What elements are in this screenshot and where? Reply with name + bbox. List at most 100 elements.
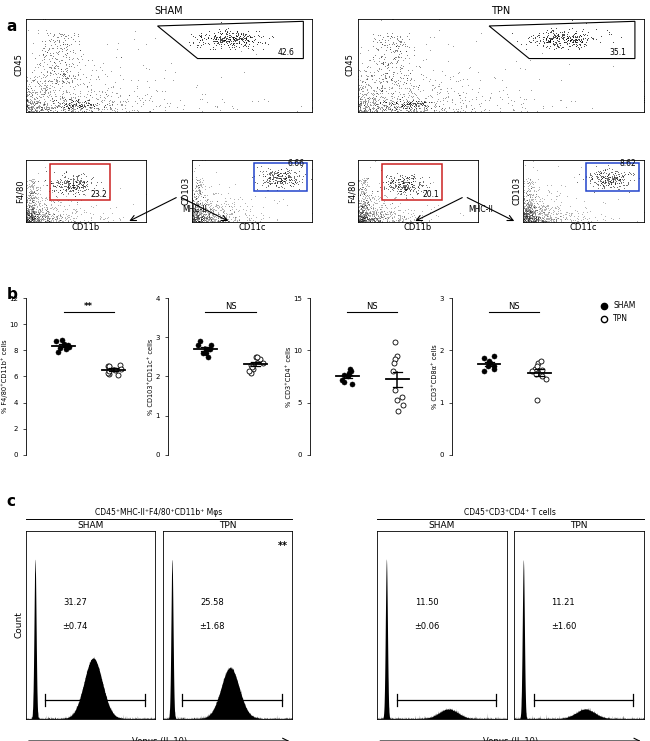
Point [45, 104, 55, 116]
Point [265, 170, 276, 182]
Point [64, 175, 75, 187]
Point [53, 31, 63, 43]
Point [214, 36, 225, 47]
Point [356, 189, 366, 201]
Point [70, 175, 81, 187]
Point [296, 160, 307, 172]
Point [192, 203, 202, 215]
Point [187, 206, 198, 218]
Point [565, 32, 575, 44]
Point [403, 98, 413, 110]
Point [599, 182, 609, 193]
Point [259, 93, 269, 105]
Point [551, 216, 562, 227]
Point [192, 198, 202, 210]
Point [29, 173, 40, 185]
Point [538, 215, 548, 227]
Point [527, 212, 538, 224]
Point [386, 103, 396, 115]
Point [26, 101, 36, 113]
Point [201, 213, 211, 225]
Point [598, 176, 608, 188]
Point [604, 27, 614, 39]
Point [278, 167, 288, 179]
Point [209, 29, 220, 41]
Point [623, 168, 633, 180]
Point [421, 182, 432, 193]
Point [198, 214, 209, 226]
Point [49, 166, 59, 178]
Point [521, 43, 532, 55]
Point [363, 205, 373, 216]
Point [36, 102, 47, 113]
Point [365, 202, 376, 214]
Point [606, 174, 616, 186]
Point [359, 65, 370, 77]
Point [391, 174, 402, 186]
Point [203, 211, 213, 223]
Point [193, 190, 203, 202]
Point [364, 54, 374, 66]
Point [72, 73, 82, 85]
Point [371, 153, 382, 165]
Point [526, 212, 536, 224]
Point [202, 190, 212, 202]
Point [367, 92, 377, 104]
Point [71, 175, 81, 187]
Point [524, 205, 534, 216]
Point [68, 46, 78, 58]
Point [49, 202, 59, 214]
Point [103, 360, 114, 372]
Point [526, 215, 537, 227]
Point [193, 339, 203, 351]
Point [144, 105, 154, 117]
Point [65, 213, 75, 225]
Point [49, 38, 60, 50]
Point [402, 40, 412, 52]
Point [208, 187, 218, 199]
Point [23, 99, 33, 111]
Point [455, 92, 465, 104]
Point [99, 103, 109, 115]
Point [26, 210, 36, 222]
Point [93, 103, 103, 115]
Point [356, 210, 367, 222]
Point [389, 101, 400, 113]
Point [198, 199, 209, 210]
Point [38, 82, 48, 94]
Point [616, 176, 627, 187]
Point [540, 203, 550, 215]
Point [528, 161, 538, 173]
Point [192, 39, 202, 50]
Point [515, 104, 526, 116]
Point [358, 75, 369, 87]
Point [368, 202, 378, 214]
Point [205, 195, 215, 207]
Point [42, 204, 52, 216]
Point [285, 173, 296, 185]
Point [29, 206, 39, 218]
Point [411, 186, 421, 198]
Point [69, 215, 79, 227]
Point [57, 28, 67, 40]
Point [29, 99, 39, 110]
Point [272, 175, 283, 187]
Point [43, 207, 53, 219]
Point [540, 214, 551, 226]
Point [290, 176, 300, 188]
Point [31, 205, 41, 217]
Text: Venus (IL-10): Venus (IL-10) [131, 737, 187, 741]
Point [614, 175, 624, 187]
Point [33, 206, 44, 218]
Point [92, 99, 102, 111]
Point [385, 73, 396, 85]
Point [400, 173, 411, 185]
Point [402, 176, 413, 187]
Point [576, 33, 586, 44]
Point [194, 184, 204, 196]
Point [49, 56, 60, 68]
Point [21, 100, 32, 112]
Point [420, 96, 430, 108]
Point [29, 213, 39, 225]
Point [361, 213, 371, 225]
